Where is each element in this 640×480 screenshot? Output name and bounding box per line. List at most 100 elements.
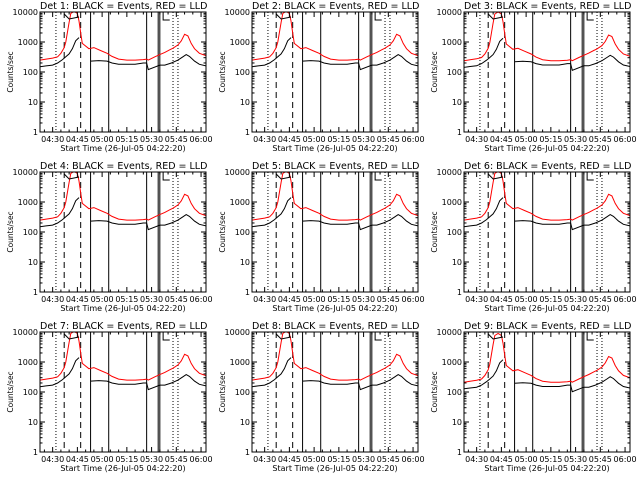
y-ticks: 1 10 100 1000 10000 (437, 328, 630, 457)
x-ticks: 04:30 04:45 05:00 05:15 05:30 05:45 06:00 (465, 12, 637, 144)
y-ticks: 1 10 100 1000 10000 (225, 168, 418, 297)
x-tick-label: 05:45 (377, 135, 400, 144)
interval-bracket-mark (374, 12, 382, 21)
x-tick-label: 05:45 (589, 295, 612, 304)
interval-bracket-mark (586, 12, 594, 21)
x-tick-label: 04:30 (465, 295, 488, 304)
marker-lines (479, 172, 603, 292)
panel-title: Det 6: BLACK = Events, RED = LLD (464, 161, 631, 172)
x-tick-label: 06:00 (190, 135, 213, 144)
y-ticks: 1 10 100 1000 10000 (13, 328, 206, 457)
x-ticks: 04:30 04:45 05:00 05:15 05:30 05:45 06:00 (253, 12, 425, 144)
lld-series-line (40, 12, 206, 61)
panel-title: Det 2: BLACK = Events, RED = LLD (252, 1, 419, 12)
y-tick-label: 1000 (18, 198, 38, 207)
y-tick-label: 10 (240, 98, 250, 107)
peak-marker (487, 13, 504, 20)
events-series-line (464, 197, 630, 231)
x-tick-label: 05:30 (352, 455, 375, 464)
x-tick-label: 05:45 (165, 295, 188, 304)
events-series-line (464, 37, 630, 71)
x-ticks: 04:30 04:45 05:00 05:15 05:30 05:45 06:00 (465, 172, 637, 304)
x-tick-label: 04:30 (41, 135, 64, 144)
panel-title: Det 7: BLACK = Events, RED = LLD (40, 321, 207, 332)
x-tick-label: 04:30 (253, 295, 276, 304)
x-tick-label: 05:45 (377, 455, 400, 464)
y-axis-label: Counts/sec (430, 211, 439, 252)
y-tick-label: 10000 (13, 328, 38, 337)
y-tick-label: 100 (447, 388, 462, 397)
marker-lines (55, 172, 179, 292)
x-tick-label: 05:45 (165, 135, 188, 144)
x-tick-label: 05:15 (115, 455, 138, 464)
marker-lines (55, 332, 179, 452)
x-ticks: 04:30 04:45 05:00 05:15 05:30 05:45 06:00 (253, 172, 425, 304)
y-tick-label: 1 (33, 288, 38, 297)
lld-series-line (464, 172, 630, 221)
x-tick-label: 05:00 (515, 455, 538, 464)
x-axis-label: Start Time (26-Jul-05 04:22:20) (272, 304, 397, 313)
events-series-line (252, 37, 418, 71)
x-tick-label: 04:45 (278, 455, 301, 464)
lld-series-line (252, 332, 418, 381)
x-tick-label: 05:45 (165, 455, 188, 464)
x-axis-label: Start Time (26-Jul-05 04:22:20) (60, 144, 185, 153)
events-series-line (40, 37, 206, 71)
panel-title: Det 4: BLACK = Events, RED = LLD (40, 161, 207, 172)
x-tick-label: 05:15 (115, 135, 138, 144)
y-tick-label: 100 (235, 68, 250, 77)
y-tick-label: 1 (457, 128, 462, 137)
x-tick-label: 05:30 (564, 295, 587, 304)
marker-lines (267, 12, 391, 132)
events-series-line (40, 357, 206, 391)
interval-bracket-mark (374, 172, 382, 181)
events-series-line (252, 197, 418, 231)
lld-series-line (464, 332, 630, 383)
y-tick-label: 10 (452, 418, 462, 427)
x-tick-label: 04:30 (465, 455, 488, 464)
y-tick-label: 100 (447, 228, 462, 237)
x-axis-label: Start Time (26-Jul-05 04:22:20) (484, 464, 609, 473)
y-tick-label: 10 (240, 258, 250, 267)
x-ticks: 04:30 04:45 05:00 05:15 05:30 05:45 06:00 (41, 172, 213, 304)
plot-frame (251, 11, 419, 133)
interval-bracket-mark (586, 332, 594, 341)
x-axis-label: Start Time (26-Jul-05 04:22:20) (272, 144, 397, 153)
plot-frame (463, 331, 631, 453)
y-tick-label: 100 (23, 228, 38, 237)
x-tick-label: 06:00 (614, 135, 637, 144)
x-ticks: 04:30 04:45 05:00 05:15 05:30 05:45 06:00 (41, 332, 213, 464)
x-tick-label: 05:15 (115, 295, 138, 304)
y-axis-label: Counts/sec (6, 211, 15, 252)
y-tick-label: 100 (235, 228, 250, 237)
panel-title: Det 5: BLACK = Events, RED = LLD (252, 161, 419, 172)
plot-frame (39, 171, 207, 293)
y-tick-label: 1 (245, 448, 250, 457)
y-tick-label: 10 (28, 258, 38, 267)
lld-series-line (464, 12, 630, 62)
peak-marker (275, 173, 292, 180)
x-tick-label: 05:30 (352, 295, 375, 304)
plot-frame (463, 171, 631, 293)
x-tick-label: 04:45 (278, 135, 301, 144)
lld-series-line (40, 172, 206, 221)
y-axis-label: Counts/sec (218, 211, 227, 252)
interval-bracket-mark (162, 172, 170, 181)
y-axis-label: Counts/sec (218, 371, 227, 412)
x-tick-label: 04:45 (490, 135, 513, 144)
peak-marker (63, 173, 80, 180)
x-tick-label: 04:30 (253, 455, 276, 464)
peak-marker (487, 333, 504, 340)
x-tick-label: 05:00 (91, 295, 114, 304)
peak-marker (63, 13, 80, 20)
y-tick-label: 1000 (442, 198, 462, 207)
x-tick-label: 04:30 (41, 455, 64, 464)
x-axis-label: Start Time (26-Jul-05 04:22:20) (484, 144, 609, 153)
x-axis-label: Start Time (26-Jul-05 04:22:20) (272, 464, 397, 473)
x-ticks: 04:30 04:45 05:00 05:15 05:30 05:45 06:00 (465, 332, 637, 464)
x-tick-label: 05:00 (515, 135, 538, 144)
x-tick-label: 06:00 (402, 455, 425, 464)
